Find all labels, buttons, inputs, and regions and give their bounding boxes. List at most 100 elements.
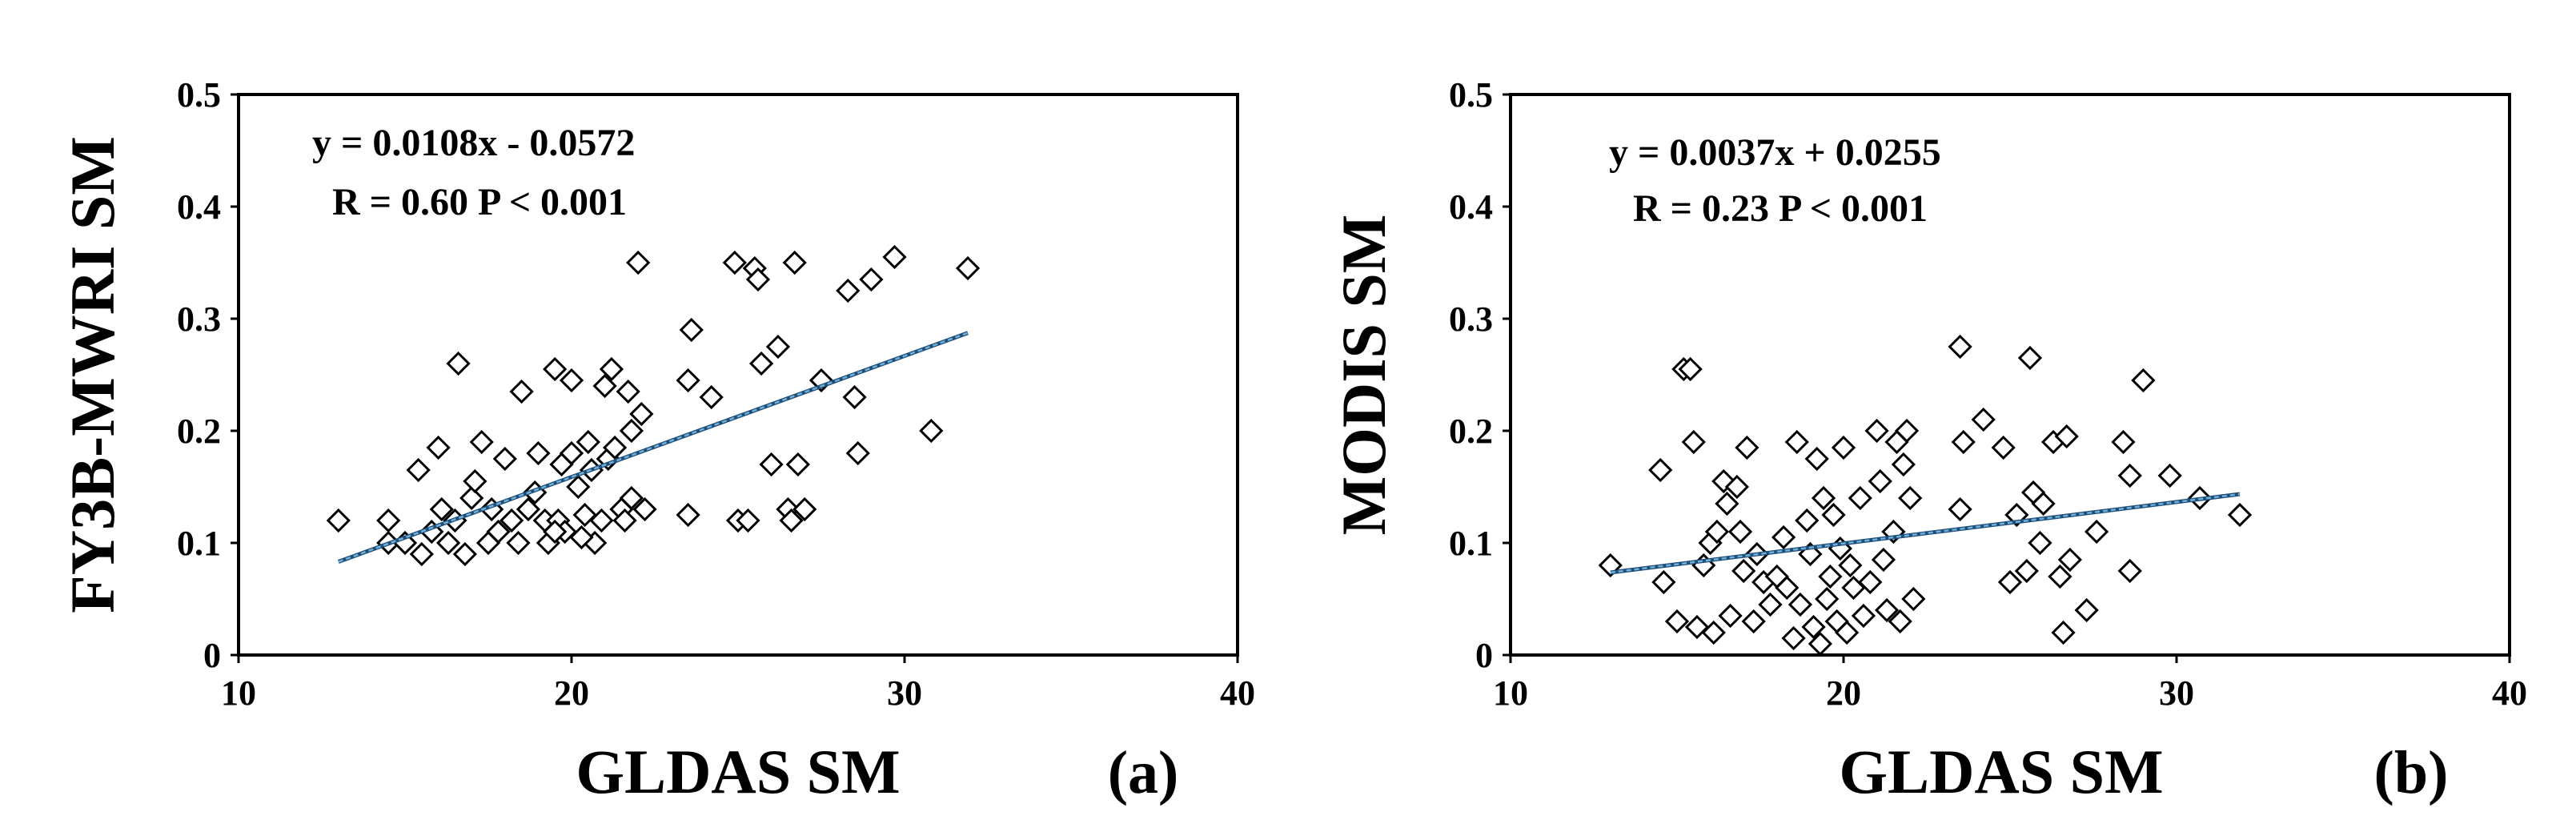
panel-b-data-point (1758, 592, 1783, 617)
panel-a-data-point (699, 384, 724, 410)
panel-b: 0 0.1 0.2 0.3 0.4 0.5 10 20 30 40 y = 0.0037x + … (1329, 75, 2527, 806)
panel-b-data-point (1848, 485, 1872, 511)
panel-a-data-point (543, 356, 568, 382)
panel-b-data-point (2117, 558, 2142, 584)
panel-b-data-point (1664, 609, 1690, 634)
panel-a-data-point (836, 278, 861, 303)
panel-a-data-point (602, 435, 628, 460)
panel-b-data-point (2111, 429, 2136, 455)
panel-b-data-point (1651, 569, 1676, 595)
panel-b-data-point (1835, 620, 1860, 645)
panel-a-data-point (543, 519, 568, 545)
panel-b-data-point (1771, 524, 1796, 550)
panel-a-y-tick-label: 0.4 (177, 187, 221, 227)
panel-a-data-point (446, 351, 471, 376)
panel-b-trendline (1610, 492, 2241, 575)
panel-a-data-point (882, 244, 907, 270)
panel-b-data-point (2054, 424, 2079, 449)
panel-b-stats: R = 0.23 P < 0.001 (1633, 187, 1928, 230)
panel-a-data-point (409, 541, 434, 567)
panel-a-data-point (676, 368, 700, 393)
panel-a-data-point (779, 508, 804, 533)
panel-b-data-point (1901, 586, 1926, 612)
panel-a-x-tick-label: 30 (887, 673, 922, 713)
panel-b-data-point (1851, 603, 1876, 629)
panel-a-data-point (599, 356, 624, 382)
panel-b-data-point (1704, 519, 1730, 545)
panel-b-data-point (1731, 558, 1756, 584)
panel-b-data-point (1891, 452, 1916, 477)
panel-b-data-point (2051, 620, 2076, 645)
panel-a-data-point (463, 468, 488, 494)
panel-a-data-point (722, 250, 747, 275)
panel-b-data-point (2017, 345, 2043, 371)
panel-b-data-point (1678, 356, 1703, 382)
panel-b-data-point (1788, 592, 1813, 617)
panel-a-data-point (782, 250, 807, 275)
panel-b-data-point (1815, 586, 1840, 612)
panel-b-data-point (1997, 569, 2023, 595)
panel-b-data-point (1781, 625, 1806, 651)
panel-b-points (1598, 334, 2253, 657)
panel-b-data-point (1951, 429, 1976, 455)
panel-b-data-point (2028, 530, 2052, 556)
panel-b-data-point (1864, 418, 1889, 444)
panel-b-data-point (1701, 620, 1726, 645)
panel-b-data-point (2048, 564, 2072, 589)
panel-a-x-tick-label: 20 (554, 673, 589, 713)
panel-a-y-tick-label: 0 (203, 636, 221, 675)
panel-b-plot-frame (1509, 93, 2511, 657)
panel-b-data-point (1648, 457, 1673, 483)
panel-b-y-tick-label: 0.4 (1449, 187, 1493, 227)
panel-a-data-point (516, 496, 541, 522)
panel-b-x-axis-title: GLDAS SM (1839, 737, 2163, 806)
panel-b-data-point (1894, 418, 1920, 444)
panel-b-data-point (1715, 491, 1739, 516)
panel-a-data-point (792, 496, 817, 522)
panel-a-y-tick-label: 0.2 (177, 412, 221, 451)
panel-b-x-tick-label: 10 (1493, 673, 1528, 713)
panel-a-data-point (955, 255, 981, 281)
panel-a-data-point (619, 418, 644, 444)
panel-b-data-point (2157, 463, 2182, 488)
panel-b-data-point (1775, 575, 1800, 601)
panel-a-data-point (492, 446, 517, 472)
panel-a-data-point (435, 530, 461, 556)
panel-a-y-ticks: 0 0.1 0.2 0.3 0.4 0.5 (177, 75, 239, 675)
panel-a-data-point (426, 435, 451, 460)
panel-b-data-point (1948, 496, 1972, 522)
panel-a-data-point (429, 496, 454, 522)
panel-a-data-point (506, 530, 531, 556)
panel-a-y-tick-label: 0.1 (177, 524, 221, 563)
panel-a-label: (a) (1108, 739, 1179, 806)
panel-a-data-point (785, 452, 811, 477)
panel-b-data-point (1727, 519, 1753, 545)
panel-b-data-point (1804, 446, 1829, 472)
panel-a-data-point (919, 418, 944, 444)
panel-a-data-point (589, 508, 614, 533)
panel-a-data-point (845, 440, 870, 466)
panel-b-x-ticks: 10 20 30 40 (1493, 655, 2527, 713)
panel-a-data-point (842, 384, 867, 410)
panel-b-equation: y = 0.0037x + 0.0255 (1609, 131, 1941, 174)
panel-b-data-point (1971, 407, 1996, 432)
panel-b-y-tick-label: 0.3 (1449, 299, 1493, 339)
panel-a-data-point (629, 401, 654, 427)
panel-a-data-point (679, 317, 704, 343)
panel-b-data-point (2117, 463, 2142, 488)
panel-b-data-point (2084, 519, 2109, 545)
panel-b-data-point (1874, 597, 1900, 623)
panel-b-y-tick-label: 0.1 (1449, 524, 1493, 563)
panel-b-data-point (1818, 564, 1843, 589)
panel-a-data-point (748, 351, 774, 376)
panel-b-data-point (1801, 614, 1826, 640)
panel-b-data-point (1808, 631, 1833, 657)
panel-b-data-point (1838, 553, 1863, 578)
panel-a-data-point (619, 485, 644, 511)
panel-b-data-point (2131, 368, 2156, 393)
panel-a-equation: y = 0.0108x - 0.0572 (312, 122, 635, 164)
panel-b-y-axis-title: MODIS SM (1329, 215, 1398, 536)
panel-b-data-point (1991, 435, 2016, 460)
panel-a-x-ticks: 10 20 30 40 (221, 655, 1255, 713)
